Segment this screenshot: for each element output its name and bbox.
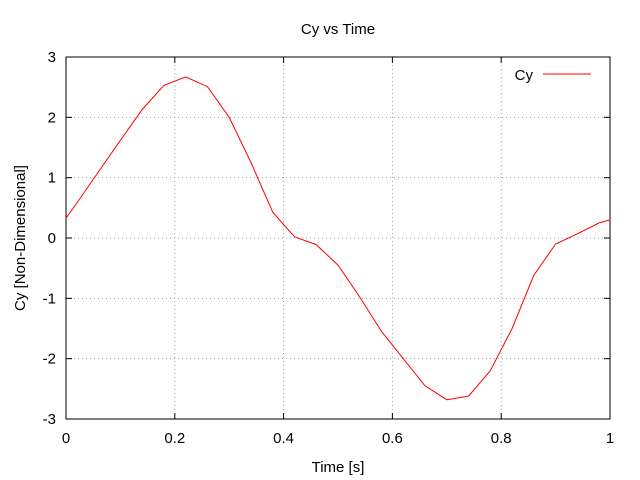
y-tick-label: 2 [48, 109, 56, 126]
chart-title: Cy vs Time [301, 21, 375, 38]
grid-lines [66, 57, 610, 419]
y-tick-label: -1 [43, 290, 56, 307]
series-lines [65, 76, 611, 401]
y-tick-label: -3 [43, 411, 56, 428]
series-line-cy [65, 76, 611, 401]
y-tick-label: 1 [48, 170, 56, 187]
y-tick-label: -2 [43, 351, 56, 368]
x-tick-label: 0.2 [164, 430, 185, 447]
legend-label-cy: Cy [515, 67, 534, 84]
x-tick-labels: 0 0.2 0.4 0.6 0.8 1 [62, 430, 614, 447]
y-axis-label: Cy [Non-Dimensional] [12, 165, 29, 311]
x-tick-label: 0 [62, 430, 70, 447]
x-axis-label: Time [s] [312, 459, 365, 476]
x-tick-label: 0.4 [273, 430, 294, 447]
legend: Cy [515, 67, 591, 84]
x-tick-label: 1 [606, 430, 614, 447]
x-tick-label: 0.6 [382, 430, 403, 447]
y-tick-label: 3 [48, 49, 56, 66]
x-tick-label: 0.8 [491, 430, 512, 447]
y-tick-label: 0 [48, 230, 56, 247]
plot-frame [65, 56, 611, 420]
y-tick-labels: -3 -2 -1 0 1 2 3 [43, 49, 56, 428]
